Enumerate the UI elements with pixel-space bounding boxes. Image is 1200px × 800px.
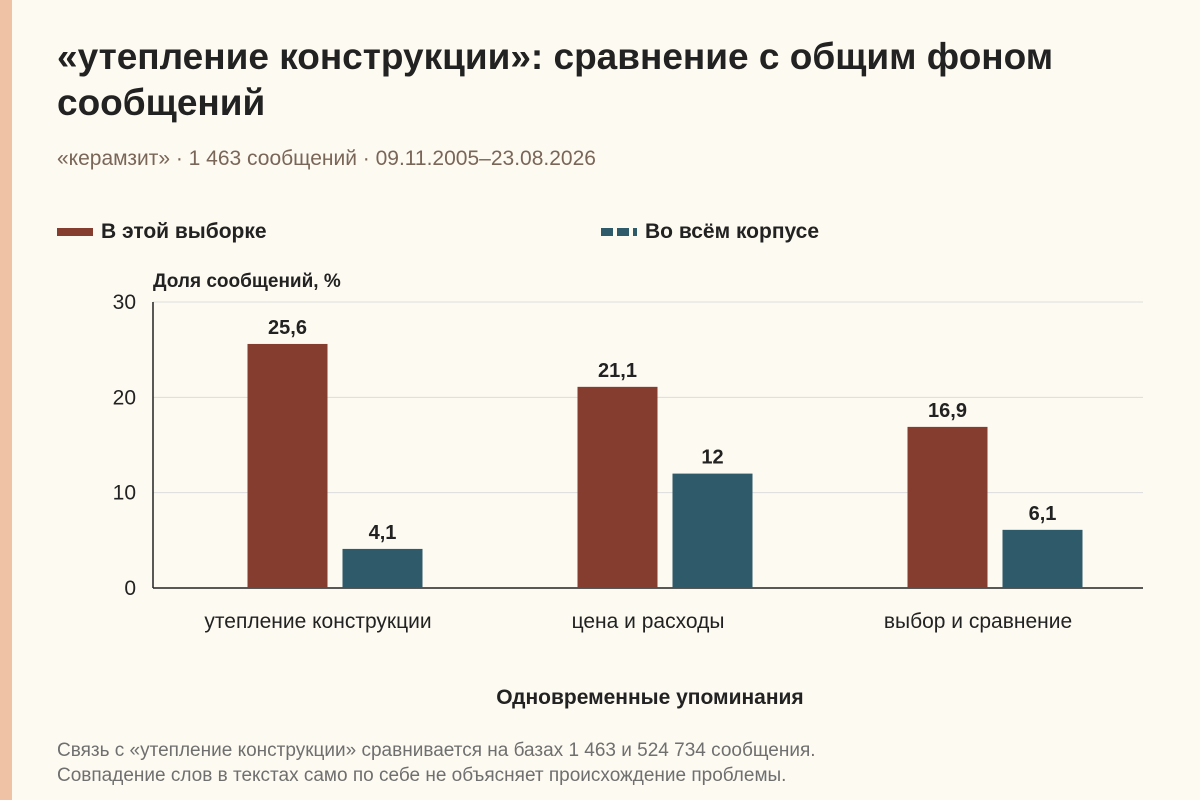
bar [907,426,988,588]
bar-value-label: 16,9 [928,400,967,422]
chart-subtitle: «керамзит» · 1 463 сообщений · 09.11.200… [57,147,596,170]
bar-value-label: 4,1 [369,522,397,544]
bar [342,548,423,588]
y-axis-title: Доля сообщений, % [153,271,341,292]
x-tick-label: утепление конструкции [204,610,431,633]
legend-swatch-sample [57,228,93,236]
legend-label-sample: В этой выборке [101,220,267,243]
bar-value-label: 21,1 [598,360,637,382]
x-tick-label: цена и расходы [572,610,725,633]
bar-value-label: 6,1 [1029,503,1057,525]
bar [1002,529,1083,588]
legend-swatch-corpus [601,228,637,236]
chart-title: «утепление конструкции»: сравнение с общ… [57,36,1054,123]
footnote: Связь с «утепление конструкции» сравнива… [57,738,1157,788]
x-tick-label: выбор и сравнение [884,610,1072,633]
bar [577,386,658,588]
bar-value-label: 25,6 [268,317,307,339]
y-tick-label: 0 [124,577,136,600]
footnote-line-2: Совпадение слов в текстах само по себе н… [57,765,787,786]
bar-value-label: 12 [701,447,723,469]
x-axis-title: Одновременные упоминания [496,686,804,709]
accent-bar [0,0,12,800]
bar [247,343,328,588]
legend-label-corpus: Во всём корпусе [645,220,820,243]
y-tick-label: 30 [113,291,136,314]
y-tick-label: 20 [113,386,136,409]
x-axis-title-wrap: Одновременные упоминания [0,686,1200,710]
y-tick-label: 10 [113,482,136,505]
legend-item-corpus: Во всём корпусе [601,219,819,245]
legend-item-sample: В этой выборке [57,219,267,245]
footnote-line-1: Связь с «утепление конструкции» сравнива… [57,740,816,761]
bar [672,473,753,588]
